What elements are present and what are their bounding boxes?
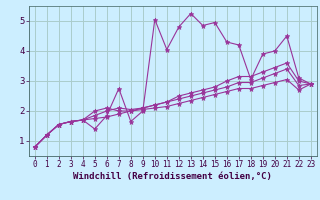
X-axis label: Windchill (Refroidissement éolien,°C): Windchill (Refroidissement éolien,°C) [73, 172, 272, 181]
